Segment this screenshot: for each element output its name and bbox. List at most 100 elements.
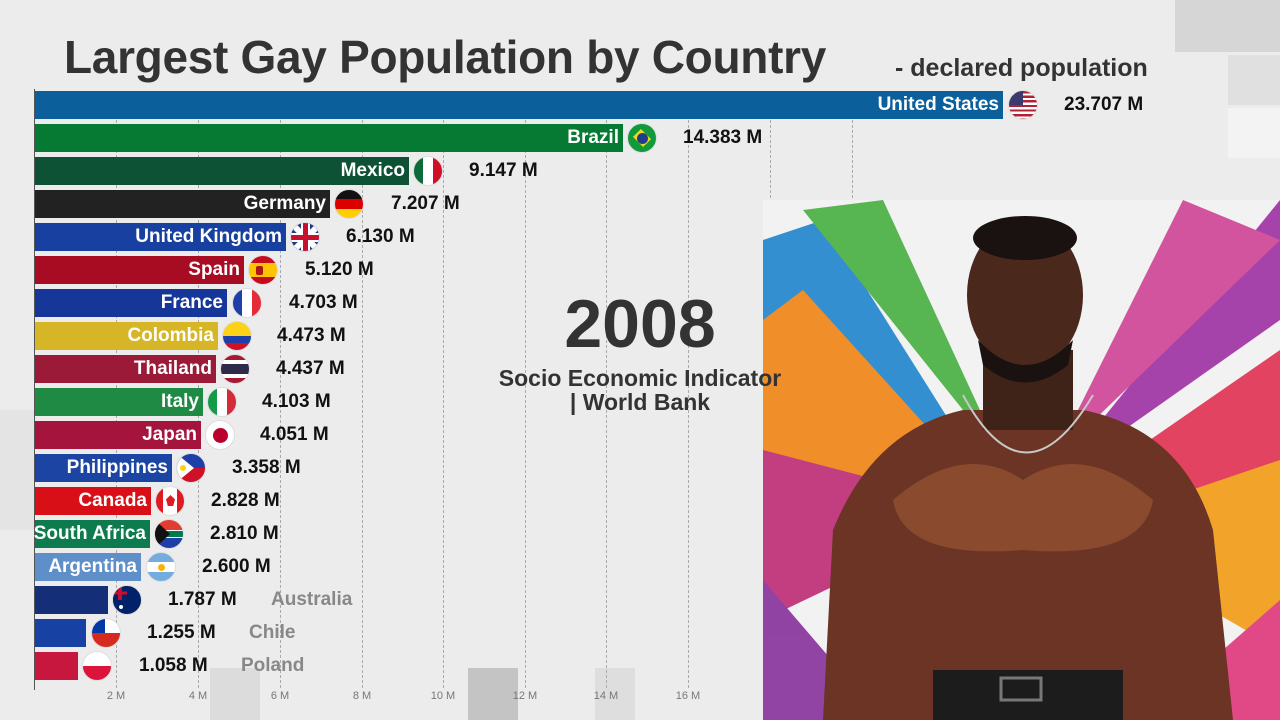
- value-label: 9.147 M: [469, 160, 538, 181]
- bar-label: Philippines: [66, 457, 168, 478]
- x-tick: 2 M: [106, 690, 126, 702]
- bar-label: Japan: [142, 424, 197, 445]
- value-label: 7.207 M: [391, 193, 460, 214]
- x-tick: 12 M: [512, 690, 538, 702]
- bar-chile: [35, 619, 86, 647]
- value-label: 4.103 M: [262, 391, 331, 412]
- bar-label: Argentina: [48, 556, 137, 577]
- flag-cl-icon: [91, 618, 121, 648]
- source-line-2: | World Bank: [569, 389, 711, 415]
- flag-au-icon: [112, 585, 142, 615]
- value-label: 6.130 M: [346, 226, 415, 247]
- value-label: 4.703 M: [289, 292, 358, 313]
- country-label-outside: Chile: [249, 622, 296, 643]
- gridline-10m: [443, 120, 444, 688]
- bar-italy: Italy: [35, 388, 203, 416]
- value-label: 1.255 M: [147, 622, 216, 643]
- flag-co-icon: [222, 321, 252, 351]
- bar-canada: Canada: [35, 487, 151, 515]
- bar-label: Italy: [160, 391, 199, 412]
- bar-colombia: Colombia: [35, 322, 218, 350]
- paint-splash-art: [763, 200, 1280, 720]
- bar-label: France: [160, 292, 223, 313]
- value-label: 3.358 M: [232, 457, 301, 478]
- flag-us-icon: [1008, 90, 1038, 120]
- x-tick: 8 M: [352, 690, 372, 702]
- value-label: 2.828 M: [211, 490, 280, 511]
- flag-mx-icon: [413, 156, 443, 186]
- value-label: 2.600 M: [202, 556, 271, 577]
- value-label: 4.051 M: [260, 424, 329, 445]
- bar-france: France: [35, 289, 227, 317]
- flag-pl-icon: [82, 651, 112, 681]
- bar-label: United Kingdom: [135, 226, 282, 247]
- flag-za-icon: [154, 519, 184, 549]
- gridline-6m: [280, 120, 281, 688]
- country-label-outside: Australia: [271, 589, 353, 610]
- flag-it-icon: [207, 387, 237, 417]
- value-label: 1.787 M: [168, 589, 237, 610]
- bar-label: Colombia: [127, 325, 214, 346]
- bar-australia: [35, 586, 108, 614]
- flag-de-icon: [334, 189, 364, 219]
- flag-fr-icon: [232, 288, 262, 318]
- value-label: 23.707 M: [1064, 94, 1144, 115]
- bar-label: Germany: [243, 193, 326, 214]
- flag-th-icon: [220, 354, 250, 384]
- background-tile: [1175, 0, 1280, 52]
- bar-mexico: Mexico: [35, 157, 409, 185]
- flag-jp-icon: [205, 420, 235, 450]
- illustration-muscular-man: [763, 200, 1280, 720]
- bar-poland: [35, 652, 78, 680]
- x-tick: 6 M: [270, 690, 290, 702]
- value-label: 14.383 M: [683, 127, 763, 148]
- source-line-1: Socio Economic Indicator: [498, 365, 782, 391]
- gridline-16m: [688, 120, 689, 688]
- gridline-12m: [525, 120, 526, 688]
- flag-es-icon: [248, 255, 278, 285]
- bar-label: Mexico: [340, 160, 405, 181]
- background-tile: [0, 410, 34, 530]
- bar-label: Brazil: [567, 127, 619, 148]
- bar-brazil: Brazil: [35, 124, 623, 152]
- bar-label: South Africa: [33, 523, 146, 544]
- flag-br-icon: [627, 123, 657, 153]
- flag-ar-icon: [146, 552, 176, 582]
- bar-south-africa: South Africa: [33, 520, 150, 548]
- flag-ph-icon: [176, 453, 206, 483]
- source-label: Socio Economic Indicator | World Bank: [460, 366, 820, 414]
- value-label: 5.120 M: [305, 259, 374, 280]
- background-tile: [1228, 108, 1280, 158]
- background-tile: [468, 668, 518, 720]
- country-label-outside: Poland: [241, 655, 305, 676]
- background-tile: [1228, 55, 1280, 105]
- bar-united-kingdom: United Kingdom: [35, 223, 286, 251]
- chart-title: Largest Gay Population by Country: [64, 31, 826, 83]
- background-tile: [210, 668, 260, 720]
- gridline-14m: [606, 120, 607, 688]
- year-label: 2008: [564, 286, 716, 362]
- bar-spain: Spain: [35, 256, 244, 284]
- gridline-8m: [362, 120, 363, 688]
- background-tile: [595, 668, 635, 720]
- bar-label: Thailand: [133, 358, 212, 379]
- value-label: 4.437 M: [276, 358, 345, 379]
- value-label: 2.810 M: [210, 523, 279, 544]
- chart-subtitle: - declared population: [895, 54, 1148, 82]
- y-axis-line: [34, 89, 35, 690]
- x-tick: 4 M: [188, 690, 208, 702]
- value-label: 4.473 M: [277, 325, 346, 346]
- flag-ca-icon: [155, 486, 185, 516]
- bar-argentina: Argentina: [35, 553, 141, 581]
- bar-label: Spain: [188, 259, 240, 280]
- flag-gb-icon: [290, 222, 320, 252]
- bar-germany: Germany: [35, 190, 330, 218]
- bar-thailand: Thailand: [35, 355, 216, 383]
- value-label: 1.058 M: [139, 655, 208, 676]
- bar-japan: Japan: [35, 421, 201, 449]
- bar-label: Canada: [78, 490, 147, 511]
- x-tick: 10 M: [430, 690, 456, 702]
- bar-label: United States: [877, 94, 999, 115]
- x-tick: 16 M: [675, 690, 701, 702]
- bar-philippines: Philippines: [35, 454, 172, 482]
